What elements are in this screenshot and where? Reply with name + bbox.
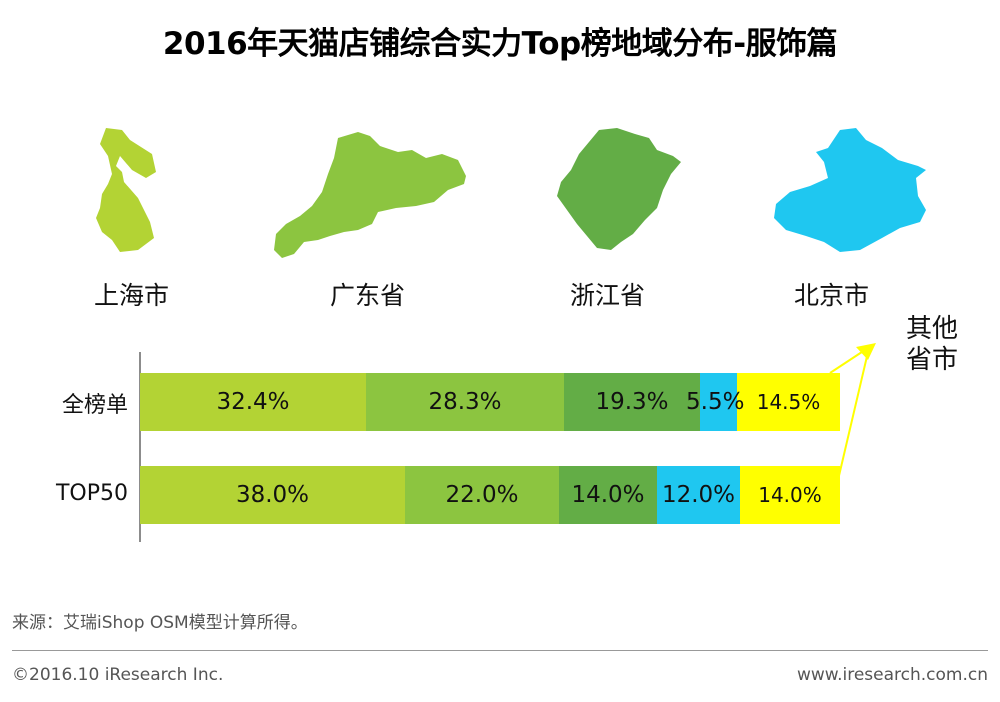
bar-all: 32.4% 28.3% 19.3% 14.5% [140, 373, 840, 431]
bar-segment-beijing [700, 373, 737, 431]
zhejiang-map-icon [553, 124, 693, 264]
bar-segment-shanghai: 38.0% [140, 466, 405, 524]
bar-segment-other: 14.5% [737, 373, 840, 431]
bar-segment-guangdong: 28.3% [366, 373, 564, 431]
bar-segment-zhejiang: 14.0% [559, 466, 657, 524]
copyright: ©2016.10 iResearch Inc. [12, 665, 224, 685]
other-provinces-label: 其他 省市 [906, 314, 959, 375]
zhejiang-label: 浙江省 [570, 281, 646, 310]
guangdong-label: 广东省 [330, 281, 406, 310]
shanghai-label: 上海市 [94, 281, 170, 310]
footer-divider [12, 650, 988, 651]
guangdong-map-icon [270, 124, 470, 264]
bar-segment-other: 14.0% [740, 466, 840, 524]
chart-title: 2016年天猫店铺综合实力Top榜地域分布-服饰篇 [162, 26, 838, 62]
bar-top50: 38.0% 22.0% 14.0% 12.0% 14.0% [140, 466, 840, 524]
beijing-map-icon [770, 126, 930, 256]
y-axis [139, 352, 141, 542]
beijing-label: 北京市 [794, 281, 870, 310]
bar-segment-shanghai: 32.4% [140, 373, 366, 431]
website-link[interactable]: www.iresearch.com.cn [796, 665, 988, 685]
bar-segment-beijing: 12.0% [657, 466, 740, 524]
row-label-all: 全榜单 [61, 393, 128, 418]
label-beijing-all: 5.5% [686, 389, 745, 415]
row-label-top50: TOP50 [55, 481, 128, 506]
shanghai-map-icon [94, 126, 164, 256]
bar-segment-guangdong: 22.0% [405, 466, 559, 524]
source-note: 来源：艾瑞iShop OSM模型计算所得。 [12, 613, 308, 633]
bar-segment-zhejiang: 19.3% [564, 373, 700, 431]
